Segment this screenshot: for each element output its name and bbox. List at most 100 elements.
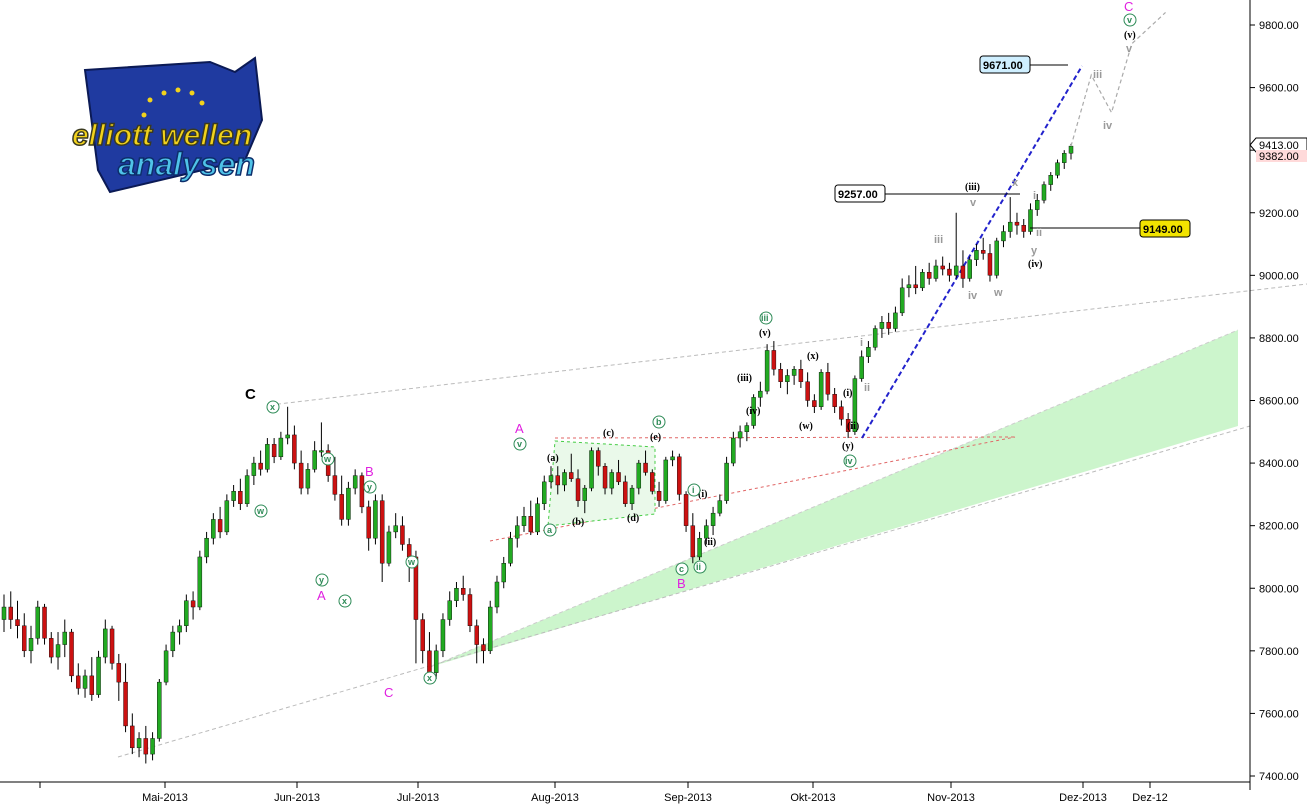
candle-body-down bbox=[15, 619, 20, 627]
candle bbox=[190, 591, 196, 620]
wave-label-v-gray-2: v bbox=[1126, 43, 1133, 55]
candle bbox=[508, 531, 513, 567]
candle-body-up bbox=[515, 525, 520, 539]
x-tick-label: Dez-12 bbox=[1132, 792, 1167, 804]
candle-body-up bbox=[710, 512, 716, 526]
wave-label-ii-gray-2: ii bbox=[1036, 227, 1042, 239]
candle-body-down bbox=[366, 506, 371, 539]
candle bbox=[157, 678, 162, 742]
circle-label-x-1: x bbox=[266, 400, 280, 414]
candle-body-down bbox=[143, 738, 149, 755]
candle-body-down bbox=[596, 450, 601, 467]
candle bbox=[933, 259, 939, 282]
candle bbox=[650, 469, 655, 495]
wave-label-iii-gray-2: iii bbox=[1093, 69, 1102, 81]
candle bbox=[791, 366, 797, 385]
candle-body-up bbox=[629, 487, 635, 504]
wave-label-iv-paren: (iv) bbox=[746, 406, 760, 417]
candle-body-up bbox=[312, 450, 317, 470]
candle bbox=[636, 459, 642, 495]
wave-label-iii-paren: (iii) bbox=[737, 373, 752, 384]
candle-body-down bbox=[555, 475, 560, 486]
candle-body-down bbox=[643, 462, 648, 473]
candle-body-up bbox=[28, 638, 34, 652]
prev-price-text: 9382.00 bbox=[1259, 151, 1299, 163]
candle bbox=[886, 312, 891, 335]
candle bbox=[150, 732, 155, 761]
candle bbox=[737, 425, 743, 448]
candle bbox=[609, 469, 615, 495]
candle bbox=[339, 475, 344, 526]
candle bbox=[731, 431, 736, 467]
candle bbox=[987, 244, 993, 282]
candle bbox=[677, 453, 682, 501]
candle bbox=[386, 525, 392, 567]
svg-text:i: i bbox=[692, 485, 695, 495]
candle bbox=[575, 469, 581, 507]
candle bbox=[143, 725, 149, 764]
candle bbox=[62, 619, 68, 658]
candle-body-up bbox=[278, 437, 284, 458]
candle-body-down bbox=[798, 369, 804, 382]
candle bbox=[616, 459, 621, 485]
candle bbox=[528, 500, 533, 536]
candle-body-up bbox=[501, 563, 506, 583]
candle-body-up bbox=[55, 644, 61, 658]
candle bbox=[1007, 197, 1013, 238]
candle-body-down bbox=[406, 544, 412, 558]
candle bbox=[805, 372, 810, 407]
candle-body-up bbox=[197, 556, 203, 608]
prev-price-tag: 9382.00 bbox=[1256, 150, 1307, 163]
wave-label-ii-paren-2: (ii) bbox=[847, 421, 859, 432]
candle bbox=[170, 625, 176, 658]
candle bbox=[163, 644, 169, 686]
candle bbox=[825, 362, 831, 401]
svg-text:v: v bbox=[517, 439, 522, 449]
candle bbox=[535, 497, 540, 536]
candle-body-down bbox=[913, 284, 918, 289]
svg-text:w: w bbox=[323, 454, 332, 464]
candle-body-down bbox=[427, 650, 432, 673]
svg-text:b: b bbox=[656, 417, 662, 427]
candle bbox=[238, 478, 243, 511]
candle-body-up bbox=[1035, 200, 1040, 210]
circle-label-i: i bbox=[687, 483, 701, 497]
candle bbox=[420, 613, 425, 664]
candle bbox=[562, 469, 567, 492]
candle bbox=[899, 278, 905, 317]
candle bbox=[1021, 219, 1026, 238]
candle-body-up bbox=[136, 738, 142, 749]
candle bbox=[697, 531, 702, 561]
candle bbox=[8, 591, 13, 629]
candle-body-up bbox=[920, 272, 925, 289]
wave-label-w-paren: (w) bbox=[799, 421, 813, 432]
candle-body-down bbox=[602, 466, 608, 489]
candle bbox=[89, 657, 95, 701]
candle-body-down bbox=[420, 619, 425, 652]
wave-label-i-gray-2: i bbox=[1033, 190, 1036, 202]
candle-body-down bbox=[217, 519, 223, 533]
projection-path bbox=[1070, 12, 1166, 147]
x-tick-label: Aug-2013 bbox=[531, 792, 579, 804]
candle-body-up bbox=[82, 675, 88, 689]
upper-trendline bbox=[269, 283, 1307, 406]
candle bbox=[839, 400, 844, 426]
candle bbox=[197, 550, 203, 611]
candle bbox=[751, 394, 756, 429]
blue-trendline bbox=[861, 65, 1083, 439]
y-tick-label: 7400.00 bbox=[1259, 771, 1299, 783]
candle bbox=[521, 506, 527, 532]
wave-label-y-paren: (y) bbox=[842, 441, 854, 452]
candle bbox=[994, 237, 999, 279]
candle-body-up bbox=[170, 631, 176, 652]
candle-body-up bbox=[906, 284, 912, 289]
candle-body-up bbox=[1062, 153, 1067, 163]
candle bbox=[1041, 181, 1047, 204]
candle bbox=[359, 472, 365, 514]
y-tick-label: 9200.00 bbox=[1259, 208, 1299, 220]
candle bbox=[258, 450, 263, 476]
candle bbox=[15, 600, 20, 639]
candle-body-up bbox=[974, 250, 979, 260]
candle-body-up bbox=[1041, 184, 1047, 201]
candle bbox=[109, 625, 115, 670]
